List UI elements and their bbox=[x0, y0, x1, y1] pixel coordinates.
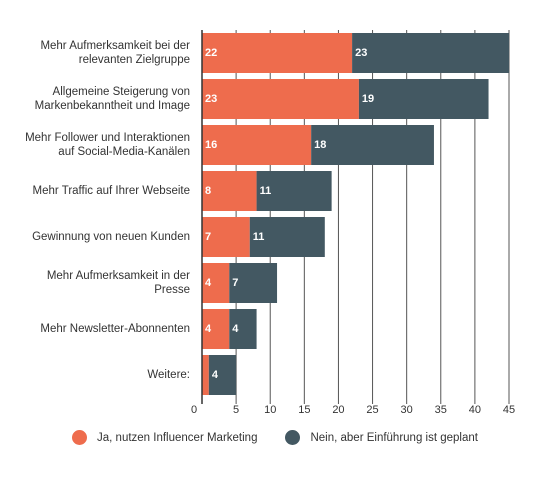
x-tick-label-40: 40 bbox=[469, 404, 481, 416]
bar-nein-1 bbox=[358, 79, 489, 119]
bars: 22 23 23 19 16 18 8 11 7 11 4 7 4 4 4 bbox=[202, 33, 509, 395]
data-label-nein-7: 4 bbox=[212, 369, 219, 381]
x-tick-label-35: 35 bbox=[435, 404, 447, 416]
x-tick-label-5: 5 bbox=[233, 404, 239, 416]
category-label-0-0: Mehr Aufmerksamkeit bei der bbox=[40, 40, 190, 52]
x-tick-label-20: 20 bbox=[332, 404, 344, 416]
bar-ja-2 bbox=[202, 125, 312, 165]
category-labels: Mehr Aufmerksamkeit bei der relevanten Zi… bbox=[25, 40, 190, 381]
legend: Ja, nutzen Influencer Marketing Nein, ab… bbox=[0, 430, 550, 445]
legend-swatch-ja bbox=[72, 430, 88, 445]
x-tick-label-25: 25 bbox=[366, 404, 378, 416]
x-tick-label-10: 10 bbox=[264, 404, 276, 416]
data-label-nein-1: 19 bbox=[362, 93, 374, 105]
bar-ja-1 bbox=[202, 79, 359, 119]
legend-label-ja: Ja, nutzen Influencer Marketing bbox=[97, 431, 258, 444]
data-label-ja-3: 8 bbox=[205, 185, 211, 197]
bar-nein-3 bbox=[256, 171, 332, 211]
category-label-0-1: relevanten Zielgruppe bbox=[79, 54, 190, 66]
bar-nein-6 bbox=[229, 309, 257, 349]
category-label-1-0: Allgemeine Steigerung von bbox=[53, 86, 190, 98]
data-label-ja-1: 23 bbox=[205, 93, 217, 105]
category-label-1-1: Markenbekanntheit und Image bbox=[35, 100, 190, 112]
legend-item-ja: Ja, nutzen Influencer Marketing bbox=[72, 430, 257, 445]
data-label-ja-5: 4 bbox=[205, 277, 212, 289]
legend-item-nein: Nein, aber Einführung ist geplant bbox=[285, 430, 478, 445]
x-tick-label-30: 30 bbox=[401, 404, 413, 416]
data-label-nein-6: 4 bbox=[232, 323, 239, 335]
data-label-ja-2: 16 bbox=[205, 139, 217, 151]
x-tick-label-45: 45 bbox=[503, 404, 515, 416]
category-label-5-1: Presse bbox=[154, 284, 190, 296]
bar-nein-0 bbox=[352, 33, 509, 73]
bar-nein-2 bbox=[311, 125, 434, 165]
category-label-5-0: Mehr Aufmerksamkeit in der bbox=[47, 270, 190, 282]
category-label-6-0: Mehr Newsletter-Abonnenten bbox=[40, 323, 190, 335]
data-label-ja-4: 7 bbox=[205, 231, 211, 243]
bar-ja-3 bbox=[202, 171, 257, 211]
bar-ja-6 bbox=[202, 309, 230, 349]
category-label-2-0: Mehr Follower und Interaktionen bbox=[25, 132, 190, 144]
category-label-3-0: Mehr Traffic auf Ihrer Webseite bbox=[33, 185, 190, 197]
bar-ja-4 bbox=[202, 217, 250, 257]
category-label-7-0: Weitere: bbox=[147, 369, 190, 381]
legend-label-nein: Nein, aber Einführung ist geplant bbox=[310, 431, 478, 444]
data-label-nein-0: 23 bbox=[355, 47, 367, 59]
bar-nein-7 bbox=[208, 355, 237, 395]
legend-swatch-nein bbox=[285, 430, 301, 445]
x-axis-ticks: 0 5 10 15 20 25 30 35 40 45 bbox=[191, 404, 515, 416]
data-label-nein-3: 11 bbox=[260, 185, 272, 197]
data-label-ja-6: 4 bbox=[205, 323, 212, 335]
bar-ja-5 bbox=[202, 263, 230, 303]
bar-ja-7 bbox=[202, 355, 209, 395]
category-label-2-1: auf Social-Media-Kanälen bbox=[58, 146, 190, 158]
data-label-nein-5: 7 bbox=[232, 277, 238, 289]
x-tick-label-0: 0 bbox=[191, 404, 197, 416]
data-label-nein-2: 18 bbox=[314, 139, 326, 151]
bar-ja-0 bbox=[202, 33, 353, 73]
data-label-ja-0: 22 bbox=[205, 47, 217, 59]
x-tick-label-15: 15 bbox=[298, 404, 310, 416]
data-label-nein-4: 11 bbox=[253, 231, 265, 243]
category-label-4-0: Gewinnung von neuen Kunden bbox=[32, 231, 190, 243]
bar-nein-4 bbox=[249, 217, 325, 257]
bar-nein-5 bbox=[229, 263, 278, 303]
